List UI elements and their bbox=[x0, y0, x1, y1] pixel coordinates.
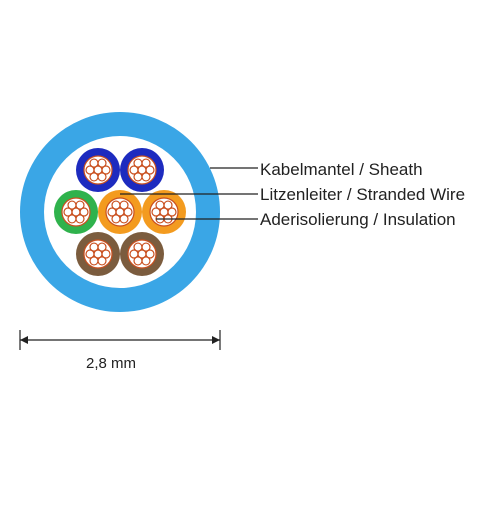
stranded-wire bbox=[128, 156, 156, 184]
dimension-text: 2,8 mm bbox=[86, 355, 136, 372]
label-text: Aderisolierung / Insulation bbox=[260, 210, 456, 230]
label-text: Litzenleiter / Stranded Wire bbox=[260, 185, 465, 205]
stranded-wire bbox=[150, 198, 178, 226]
stranded-wire bbox=[62, 198, 90, 226]
label-text: Kabelmantel / Sheath bbox=[260, 160, 423, 180]
dimension-arrow bbox=[212, 336, 220, 344]
stranded-wire bbox=[84, 240, 112, 268]
stranded-wire bbox=[128, 240, 156, 268]
stranded-wire bbox=[106, 198, 134, 226]
stranded-wire bbox=[84, 156, 112, 184]
dimension-arrow bbox=[20, 336, 28, 344]
cable-diagram bbox=[0, 0, 500, 500]
